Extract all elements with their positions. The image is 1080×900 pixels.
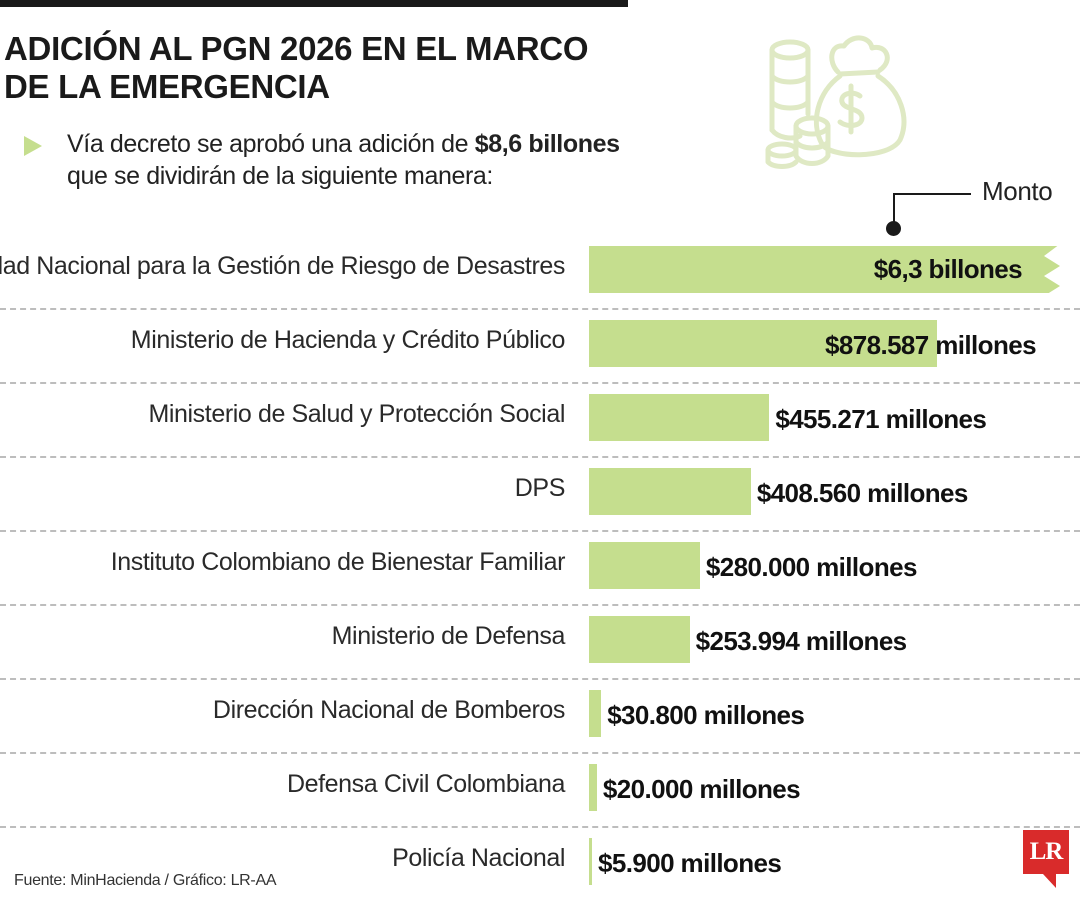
category-label: Defensa Civil Colombiana xyxy=(286,770,565,798)
bar xyxy=(589,468,751,515)
value-label: $878.587 millones xyxy=(825,330,1037,360)
row-divider xyxy=(0,752,1080,754)
intro-text-end: que se dividirán de la siguiente manera: xyxy=(67,162,493,190)
bar xyxy=(589,394,770,441)
value-label: $280.000 millones xyxy=(705,552,918,582)
category-label: Ministerio de Salud y Protección Social xyxy=(148,400,565,428)
chart-title-line-1: ADICIÓN AL PGN 2026 EN EL MARCO xyxy=(4,30,589,67)
category-label: Unidad Nacional para la Gestión de Riesg… xyxy=(0,252,565,280)
category-label: Ministerio de Hacienda y Crédito Público xyxy=(130,326,566,354)
callout-line-horizontal xyxy=(893,193,971,195)
row-divider xyxy=(0,826,1080,828)
row-divider xyxy=(0,308,1080,310)
category-label: Ministerio de Defensa xyxy=(331,622,566,650)
category-label: Instituto Colombiano de Bienestar Famili… xyxy=(110,548,566,576)
category-label: Policía Nacional xyxy=(392,844,565,872)
bar xyxy=(589,764,597,811)
intro-text: Vía decreto se aprobó una adición de $8,… xyxy=(67,128,647,192)
category-label: DPS xyxy=(514,474,566,502)
dollar-sign-icon xyxy=(837,83,865,135)
bar xyxy=(589,690,602,737)
value-label: $253.994 millones xyxy=(695,626,908,656)
bar xyxy=(589,320,937,367)
play-arrow-icon xyxy=(24,136,42,156)
top-rule xyxy=(0,0,628,7)
row-divider xyxy=(0,382,1080,384)
intro-text-start: Vía decreto se aprobó una adición de xyxy=(67,130,475,158)
source-note: Fuente: MinHacienda / Gráfico: LR-AA xyxy=(14,872,277,889)
callout-dot xyxy=(886,221,901,236)
row-divider xyxy=(0,530,1080,532)
value-label: $408.560 millones xyxy=(756,478,969,508)
lr-logo-text: LR xyxy=(1023,830,1069,874)
money-bag-icon xyxy=(813,35,907,158)
money-bag-illustration xyxy=(765,35,907,169)
row-divider xyxy=(0,456,1080,458)
value-label: $30.800 millones xyxy=(607,700,805,730)
lr-logo: LR xyxy=(1023,830,1071,890)
chart-title-line-2: DE LA EMERGENCIA xyxy=(4,68,330,105)
value-label: $6,3 billones xyxy=(873,254,1023,284)
bar xyxy=(589,838,592,885)
axis-break-icon xyxy=(1044,244,1080,296)
value-label: $5.900 millones xyxy=(598,848,782,878)
series-label: Monto xyxy=(982,176,1053,206)
coin-stack-icon xyxy=(765,39,831,169)
row-divider xyxy=(0,604,1080,606)
chart-title: ADICIÓN AL PGN 2026 EN EL MARCO DE LA EM… xyxy=(4,30,644,106)
bar xyxy=(589,542,700,589)
bar xyxy=(589,616,690,663)
value-label: $20.000 millones xyxy=(602,774,801,804)
callout-line-vertical xyxy=(893,193,895,227)
value-label: $455.271 millones xyxy=(775,404,987,434)
lr-logo-tail xyxy=(1043,874,1056,888)
row-divider xyxy=(0,678,1080,680)
bar xyxy=(589,246,1080,293)
category-label: Dirección Nacional de Bomberos xyxy=(212,696,565,724)
intro-total-amount: $8,6 billones xyxy=(474,130,620,158)
